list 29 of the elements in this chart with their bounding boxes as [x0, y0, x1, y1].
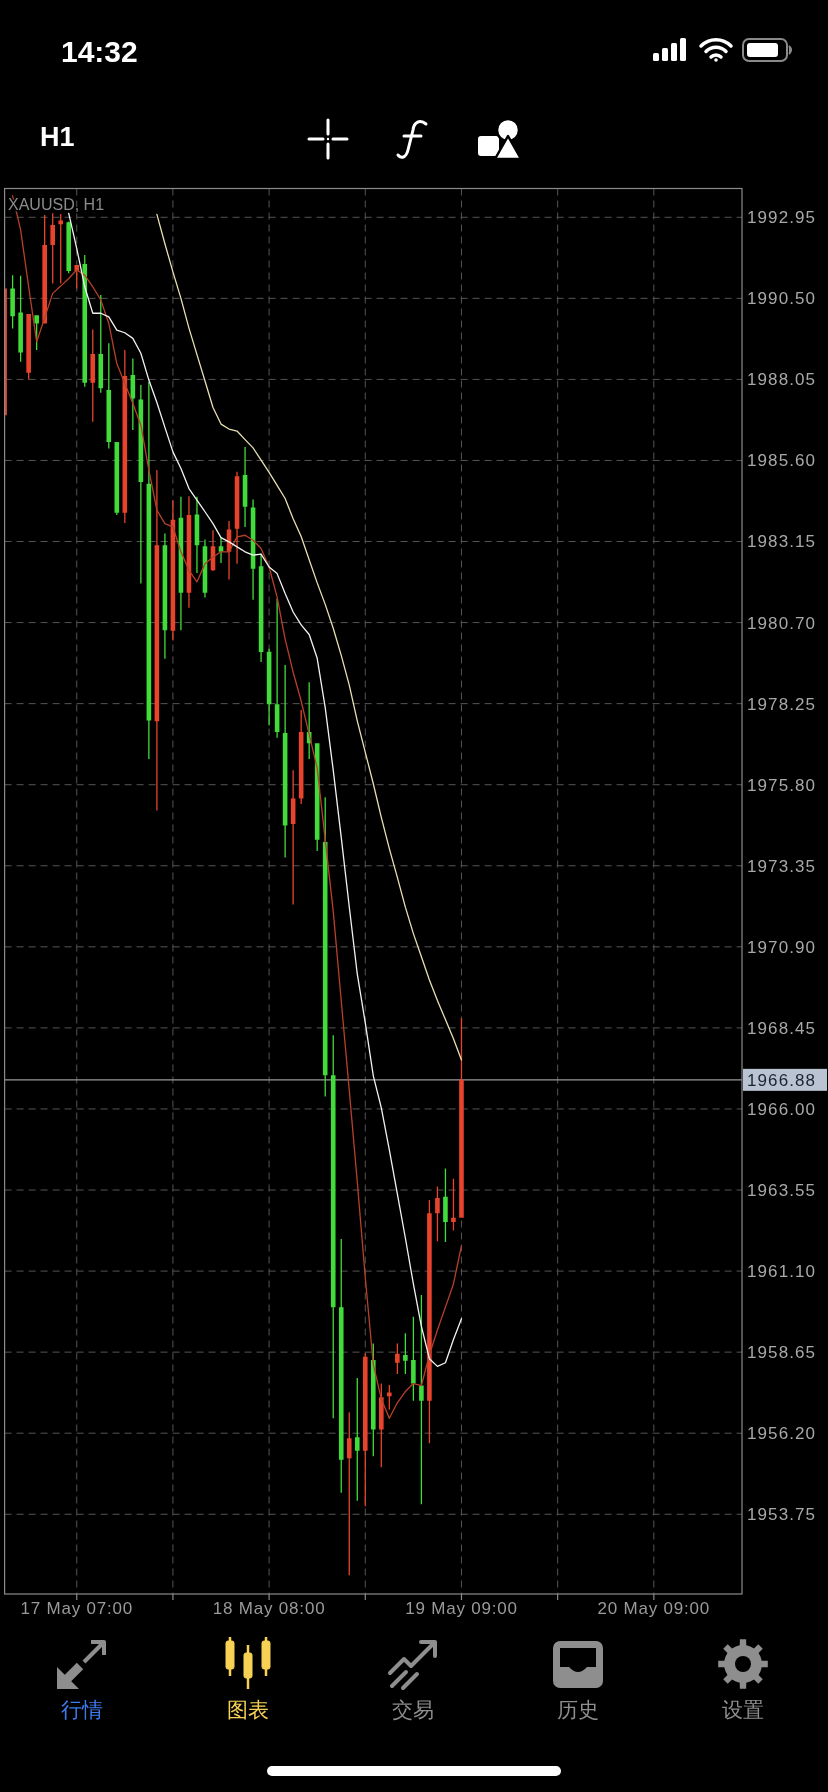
- x-tick-label: 18 May 08:00: [212, 1599, 326, 1618]
- text: 图表: [227, 1698, 269, 1721]
- y-tick-label: 1980.70: [747, 613, 817, 633]
- y-tick-label: 1983.15: [747, 532, 817, 552]
- y-tick-label: 1988.05: [747, 370, 817, 390]
- text: 交易: [392, 1698, 434, 1721]
- y-tick-label: 1992.95: [747, 208, 817, 228]
- y-tick-label: 1968.45: [747, 1018, 817, 1038]
- text: 设置: [722, 1698, 764, 1721]
- y-tick-label: 1978.25: [747, 694, 817, 714]
- y-tick-label: 1953.75: [747, 1505, 817, 1525]
- y-tick-label: 1990.50: [747, 289, 817, 309]
- y-tick-label: 1985.60: [747, 451, 817, 471]
- y-tick-label: 1961.10: [747, 1262, 817, 1282]
- y-tick-label: 1963.55: [747, 1180, 817, 1200]
- text: 行情: [61, 1698, 103, 1721]
- y-tick-label: 1970.90: [747, 937, 817, 957]
- y-tick-label: 1958.65: [747, 1343, 817, 1363]
- x-tick-label: 19 May 09:00: [405, 1599, 518, 1618]
- y-tick-label: 1966.00: [747, 1099, 817, 1119]
- y-tick-label: 1956.20: [747, 1424, 817, 1444]
- y-tick-label: 1975.80: [747, 775, 817, 795]
- text: 14:32: [61, 35, 138, 68]
- y-tick-label: 1973.35: [747, 856, 817, 876]
- x-tick-label: 17 May 07:00: [20, 1599, 134, 1618]
- text: 历史: [557, 1698, 599, 1721]
- ref-line-label: 1966.88: [747, 1070, 817, 1090]
- x-tick-label: 20 May 09:00: [597, 1599, 711, 1618]
- text: H1: [40, 122, 75, 152]
